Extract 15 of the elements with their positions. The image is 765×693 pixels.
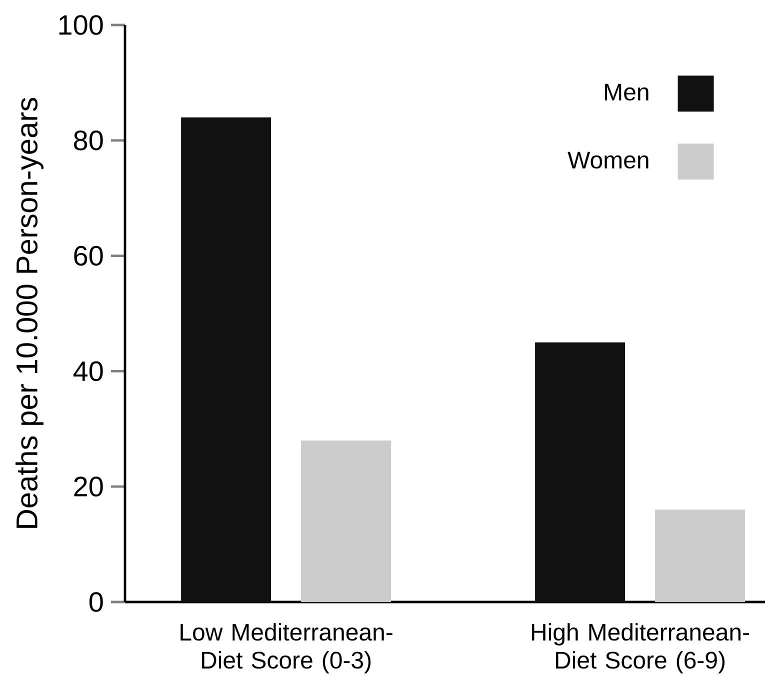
bar — [535, 342, 626, 602]
y-tick-label: 100 — [59, 15, 103, 35]
bar — [301, 440, 392, 602]
y-tick-label: 60 — [74, 246, 103, 266]
y-tick-label: 80 — [74, 130, 103, 150]
y-tick-label: 40 — [73, 361, 103, 382]
bar — [181, 117, 272, 602]
bar — [655, 510, 746, 602]
y-tick-label: 20 — [74, 476, 103, 497]
legend-label: Men — [605, 84, 648, 101]
legend-label: Women — [568, 152, 648, 169]
y-axis-title: Deaths per 10.000 Person-years — [16, 98, 44, 528]
x-tick-label: Low Mediterranean-Diet Score (0-3) — [180, 623, 392, 674]
x-tick-label: High Mediterranean-Diet Score (6-9) — [532, 623, 749, 674]
y-tick-label: 0 — [89, 592, 103, 612]
